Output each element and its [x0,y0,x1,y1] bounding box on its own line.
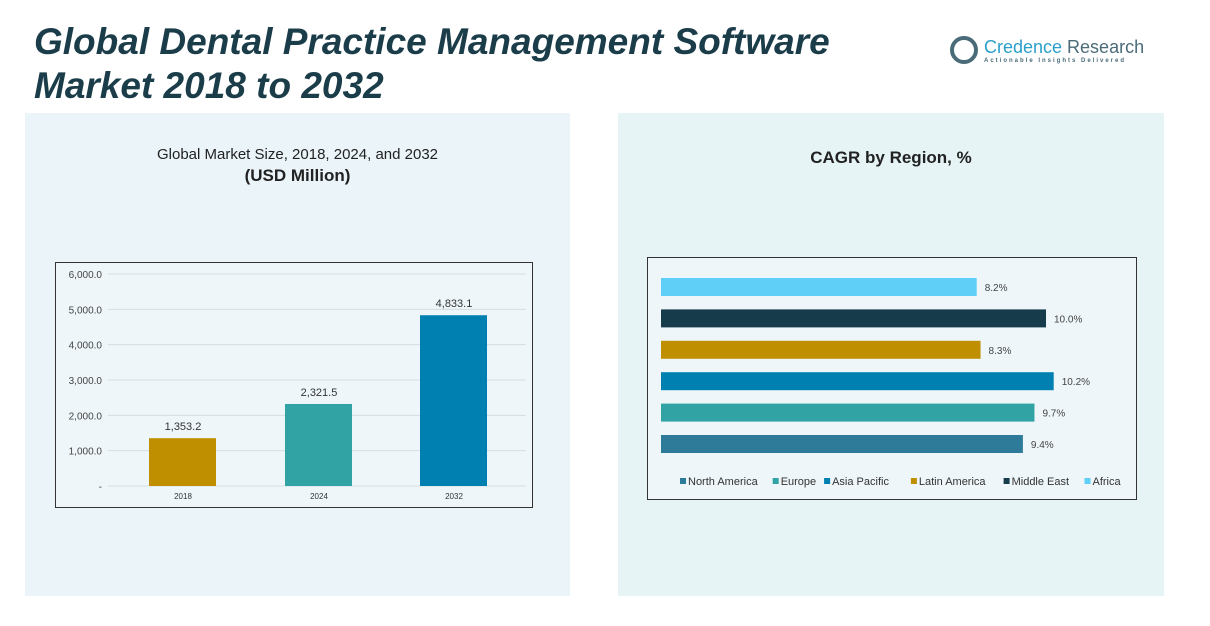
legend-item: North America [688,476,759,488]
data-label: 8.2% [985,283,1008,294]
data-label: 1,353.2 [165,421,202,433]
legend-swatch [1003,478,1010,484]
bar-africa [661,278,977,296]
legend-item: Europe [781,476,816,488]
chart-title: CAGR by Region, % [810,148,972,167]
legend-swatch [824,478,831,484]
chart-subtitle: (USD Million) [244,166,351,185]
data-label: 10.2% [1062,377,1090,388]
legend-item: Asia Pacific [832,476,889,488]
x-tick-label: 2032 [445,492,463,501]
logo-tagline: Actionable Insights Delivered [984,57,1127,64]
logo: Credence Research Actionable Insights De… [950,36,1144,64]
legend-swatch [910,478,917,484]
y-tick-label: 4,000.0 [69,341,103,352]
data-label: 9.4% [1031,440,1054,451]
bar-middle-east [661,309,1046,328]
legend-swatch [680,478,686,484]
legend-item: Latin America [919,476,987,488]
data-label: 2,321.5 [301,387,338,399]
data-label: 8.3% [989,346,1012,357]
legend-item: Africa [1093,476,1122,488]
legend-swatch [772,478,779,484]
x-tick-label: 2018 [174,492,192,501]
bar-2024 [285,403,352,486]
x-tick-label: 2024 [310,492,328,501]
bar-2032 [420,315,487,486]
cagr-plot: 8.2% 10.0% 8.3% 10.2% 9.7% 9.4% North America E… [647,257,1137,500]
y-tick-label: 2,000.0 [69,411,103,422]
logo-name: Credence [984,36,1063,57]
bar-asia-pacific [661,372,1054,391]
y-tick-label: 1,000.0 [69,447,103,458]
data-label: 10.0% [1054,314,1082,325]
logo-icon [950,36,978,64]
data-label: 9.7% [1042,409,1065,420]
y-tick-label: 6,000.0 [69,270,103,281]
y-tick-label: - [99,482,102,493]
bar-north-america [661,435,1023,453]
logo-name-2: Research [1062,36,1145,57]
legend-swatch [1084,478,1091,484]
bar-europe [661,403,1035,422]
data-label: 4,833.1 [436,298,473,310]
bar-2018 [149,438,216,486]
chart-title: Global Market Size, 2018, 2024, and 2032 [156,146,439,163]
page-title: Global Dental Practice Management Softwa… [34,21,830,106]
y-tick-label: 5,000.0 [69,305,103,316]
y-tick-label: 3,000.0 [69,376,103,387]
legend-item: Middle East [1012,476,1069,488]
market-size-plot: - 1,000.0 2,000.0 3,000.0 4,000.0 5,000.0 6,00… [55,262,533,508]
bar-latin-america [661,340,981,359]
